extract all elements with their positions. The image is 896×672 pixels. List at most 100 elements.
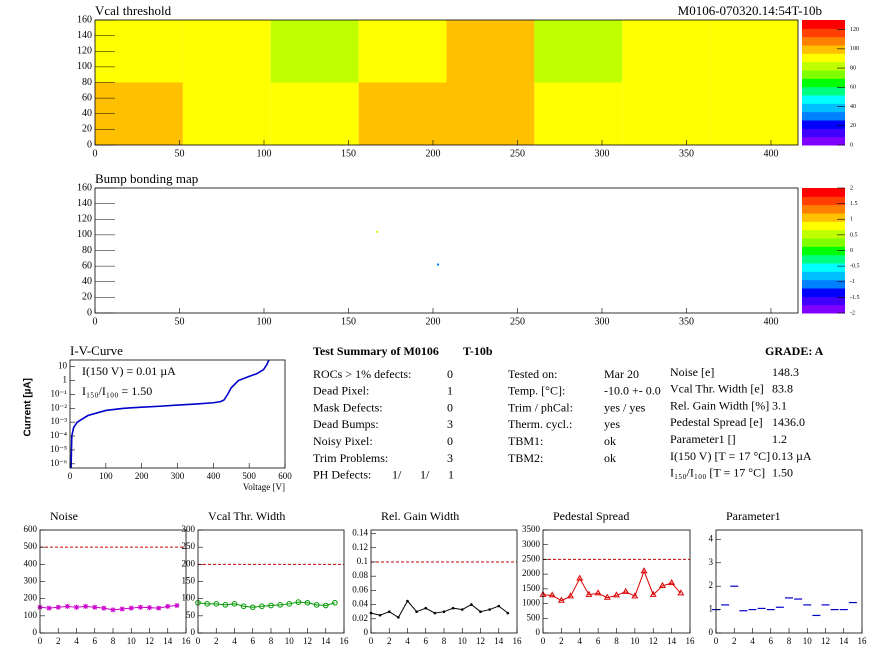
x-tick-label: 100 bbox=[256, 316, 271, 327]
y-tick-label: 100 bbox=[77, 61, 92, 72]
z-tick-label: -2 bbox=[850, 310, 855, 316]
y-tick-label: 3000 bbox=[522, 539, 541, 549]
defect-label: Mask Defects: bbox=[313, 400, 383, 414]
x-tick-label: 250 bbox=[510, 316, 525, 327]
marker bbox=[165, 603, 171, 609]
grade: GRADE: A bbox=[765, 344, 824, 358]
marker bbox=[479, 610, 482, 613]
color-bar-band bbox=[802, 304, 845, 314]
z-tick-label: 1.5 bbox=[850, 201, 858, 207]
result-value: 1.50 bbox=[772, 466, 793, 480]
marker bbox=[585, 590, 593, 597]
x-tick-label: 6 bbox=[769, 636, 774, 646]
marker bbox=[137, 604, 143, 610]
marker bbox=[313, 602, 320, 608]
x-tick-label: 100 bbox=[99, 471, 113, 481]
marker bbox=[295, 599, 302, 605]
y-tick-label: 100 bbox=[77, 229, 92, 240]
y-tick-label: 100 bbox=[182, 593, 196, 603]
x-tick-label: 8 bbox=[269, 636, 274, 646]
y-tick-label: 0.08 bbox=[352, 570, 368, 580]
data-line bbox=[197, 601, 336, 608]
x-tick-label: 0 bbox=[38, 636, 43, 646]
y-tick-label: 500 bbox=[24, 541, 38, 551]
y-tick-label: 120 bbox=[77, 46, 92, 57]
y-tick-label: 1500 bbox=[522, 583, 541, 593]
y-tick-label: 300 bbox=[182, 524, 196, 534]
heatmap-cell bbox=[622, 20, 711, 83]
color-bar-band bbox=[802, 254, 845, 264]
marker bbox=[213, 601, 220, 607]
color-bar-band bbox=[802, 120, 845, 129]
y-tick-label: 2500 bbox=[522, 553, 541, 563]
result-label: Rel. Gain Width [%] bbox=[670, 398, 769, 412]
result-label: Pedestal Spread [e] bbox=[670, 415, 763, 429]
y-tick-label: 0 bbox=[536, 627, 541, 637]
marker bbox=[397, 616, 400, 619]
color-bar-band bbox=[802, 238, 845, 247]
marker bbox=[83, 603, 89, 609]
marker bbox=[286, 601, 293, 607]
x-tick-label: 12 bbox=[476, 636, 485, 646]
z-tick-label: -1 bbox=[850, 279, 855, 285]
condition-label: TBM2: bbox=[508, 451, 543, 465]
x-tick-label: 4 bbox=[578, 636, 583, 646]
data-line bbox=[542, 569, 682, 602]
marker bbox=[424, 606, 428, 610]
defect-value: 3 bbox=[447, 417, 453, 431]
data-line bbox=[370, 600, 509, 619]
heatmap-cell bbox=[710, 82, 798, 145]
defect-pixel bbox=[376, 230, 379, 233]
y-tick-label: 10⁻³ bbox=[51, 416, 68, 426]
marker bbox=[147, 605, 152, 611]
defect-label: Dead Pixel: bbox=[313, 384, 369, 398]
plot-title: Vcal threshold bbox=[95, 3, 172, 18]
z-tick-label: 100 bbox=[850, 46, 859, 52]
condition-value: -10.0 +- 0.0 bbox=[604, 384, 661, 398]
marker bbox=[249, 604, 256, 611]
marker bbox=[259, 603, 265, 610]
heatmap-cell bbox=[446, 20, 535, 83]
x-tick-label: 50 bbox=[174, 316, 184, 327]
y-tick-label: 0 bbox=[87, 139, 92, 150]
y-tick-label: 140 bbox=[77, 198, 92, 209]
color-bar-band bbox=[802, 229, 845, 239]
marker bbox=[64, 603, 70, 609]
x-axis-label: Voltage [V] bbox=[243, 482, 285, 492]
x-tick-label: 6 bbox=[93, 636, 98, 646]
plot-title: Vcal Thr. Width bbox=[208, 509, 285, 523]
x-tick-label: 12 bbox=[649, 636, 658, 646]
x-tick-label: 12 bbox=[821, 636, 830, 646]
y-tick-label: 0.04 bbox=[352, 599, 368, 609]
z-tick-label: 2 bbox=[850, 185, 853, 191]
y-tick-label: 600 bbox=[24, 524, 38, 534]
x-tick-label: 2 bbox=[732, 636, 737, 646]
heatmap-cell bbox=[182, 82, 271, 145]
summary-tag: T-10b bbox=[463, 344, 493, 358]
x-tick-label: 0 bbox=[93, 148, 98, 159]
marker bbox=[406, 599, 409, 603]
marker bbox=[332, 599, 338, 606]
y-tick-label: 50 bbox=[186, 610, 196, 620]
marker bbox=[378, 613, 382, 617]
y-tick-label: 60 bbox=[82, 260, 92, 271]
marker bbox=[433, 611, 437, 615]
z-tick-label: 0 bbox=[850, 248, 853, 254]
marker bbox=[74, 604, 79, 610]
color-bar-band bbox=[802, 263, 845, 272]
color-bar-band bbox=[802, 111, 845, 121]
x-tick-label: 8 bbox=[614, 636, 619, 646]
condition-value: Mar 20 bbox=[604, 367, 639, 381]
marker bbox=[442, 610, 446, 613]
z-tick-label: 60 bbox=[850, 85, 856, 91]
x-tick-label: 14 bbox=[667, 636, 677, 646]
x-tick-label: 16 bbox=[858, 636, 868, 646]
y-tick-label: 160 bbox=[77, 14, 92, 25]
plot-title: Noise bbox=[50, 509, 78, 523]
condition-value: yes / yes bbox=[604, 400, 646, 414]
plot-title: Bump bonding map bbox=[95, 171, 198, 186]
marker bbox=[567, 592, 575, 599]
color-bar-band bbox=[802, 271, 845, 281]
color-bar-band bbox=[802, 288, 845, 297]
